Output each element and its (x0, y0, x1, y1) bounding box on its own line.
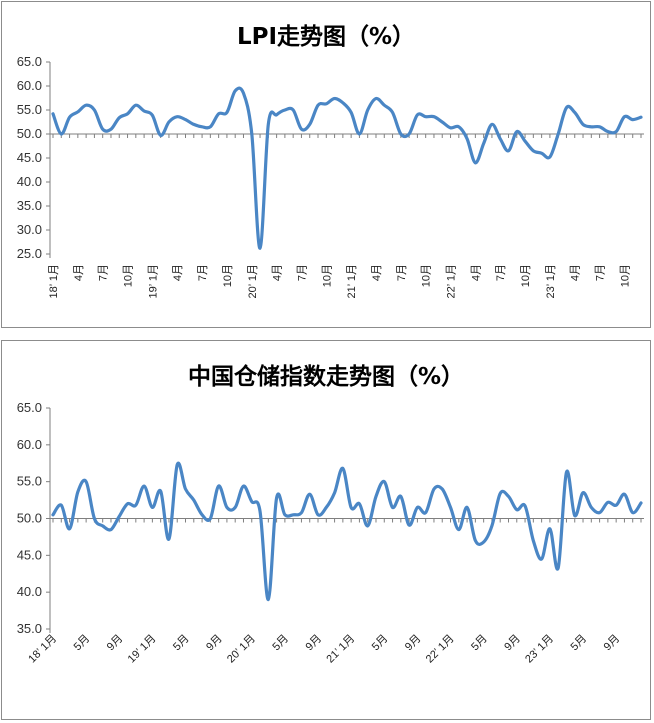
x-tick-label: 9月 (204, 633, 225, 654)
x-tick-label: 5月 (569, 633, 590, 654)
x-tick-label: 10月 (520, 264, 532, 287)
x-tick-label: 7月 (396, 264, 408, 281)
x-tick-label: 4月 (172, 264, 184, 281)
lpi-line-chart: 25.0 30.0 35.0 40.0 45.0 50.0 55.0 60.0 65.0 18’ … (17, 54, 644, 298)
x-tick-label: 7月 (495, 264, 507, 281)
x-tick-label: 18’ 1月 (48, 264, 60, 298)
y-tick-label: 60.0 (17, 437, 42, 452)
y-tick-label: 50.0 (17, 126, 42, 141)
x-tick-label: 23’ 1月 (523, 633, 556, 666)
x-tick-label: 5月 (72, 633, 93, 654)
y-tick-label: 40.0 (17, 174, 42, 189)
x-tick-label: 5月 (270, 633, 291, 654)
warehouse-index-chart-panel: 中国仓储指数走势图（%） 35.0 40.0 45.0 50.0 55.0 60.0 65.… (1, 340, 651, 720)
x-tick-label: 10月 (222, 264, 234, 287)
x-tick-label: 10月 (321, 264, 333, 287)
lpi-chart-title: LPI走势图（%） (236, 24, 416, 50)
x-tick-label: 10月 (421, 264, 433, 287)
x-tick-label: 4月 (272, 264, 284, 281)
y-tick-label: 65.0 (17, 400, 42, 415)
x-tick-label: 21’ 1月 (324, 633, 357, 666)
x-tick-label: 9月 (304, 633, 325, 654)
x-tick-label: 5月 (469, 633, 490, 654)
y-tick-label: 25.0 (17, 246, 42, 261)
x-tick-label: 22’ 1月 (446, 264, 458, 298)
x-tick-label: 21’ 1月 (346, 264, 358, 298)
x-tick-label: 7月 (98, 264, 110, 281)
x-tick-label: 10月 (619, 264, 631, 287)
y-tick-label: 40.0 (17, 584, 42, 599)
y-tick-label: 65.0 (17, 54, 42, 69)
warehouse-chart-title: 中国仓储指数走势图（%） (187, 364, 465, 390)
warehouse-index-line-chart: 35.040.045.050.055.060.065.018’ 1月 5月 9月 19… (17, 400, 644, 666)
x-tick-label: 4月 (73, 264, 85, 281)
y-tick-label: 50.0 (17, 511, 42, 526)
x-tick-label: 22’ 1月 (424, 633, 457, 666)
y-tick-label: 30.0 (17, 222, 42, 237)
x-tick-label: 9月 (502, 633, 523, 654)
x-tick-label: 4月 (371, 264, 383, 281)
y-tick-label: 55.0 (17, 102, 42, 117)
y-tick-label: 45.0 (17, 547, 42, 562)
y-tick-label: 45.0 (17, 150, 42, 165)
x-tick-label: 5月 (171, 633, 192, 654)
x-tick-label: 9月 (602, 633, 623, 654)
x-tick-label: 20’ 1月 (225, 633, 258, 666)
y-tick-label: 35.0 (17, 621, 42, 636)
x-tick-label: 10月 (123, 264, 135, 287)
x-tick-label: 5月 (370, 633, 391, 654)
x-tick-label: 9月 (403, 633, 424, 654)
y-tick-label: 55.0 (17, 474, 42, 489)
x-tick-label: 18’ 1月 (26, 633, 59, 666)
x-tick-label: 20’ 1月 (247, 264, 259, 298)
y-tick-label: 60.0 (17, 78, 42, 93)
lpi-chart-panel: LPI走势图（%） 25.0 30.0 35.0 40.0 45.0 50.0 55.0 60… (1, 1, 651, 328)
x-tick-label: 23’ 1月 (545, 264, 557, 298)
x-tick-label: 9月 (105, 633, 126, 654)
x-tick-label: 19’ 1月 (126, 633, 159, 666)
x-tick-label: 4月 (470, 264, 482, 281)
x-tick-label: 7月 (595, 264, 607, 281)
series-line (51, 86, 643, 250)
x-tick-label: 19’ 1月 (147, 264, 159, 298)
x-tick-label: 4月 (570, 264, 582, 281)
y-tick-label: 35.0 (17, 198, 42, 213)
x-tick-label: 7月 (197, 264, 209, 281)
series-line (51, 461, 643, 602)
x-tick-label: 7月 (296, 264, 308, 281)
